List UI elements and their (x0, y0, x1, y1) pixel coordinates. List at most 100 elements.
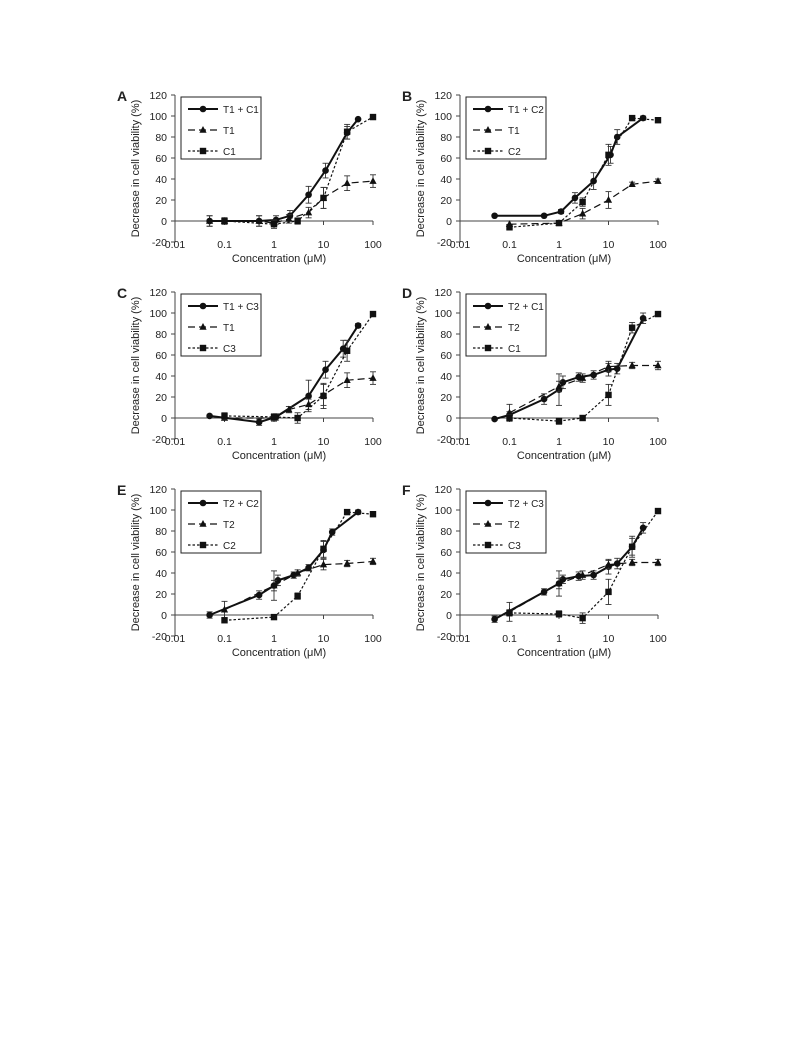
series-line (509, 180, 659, 225)
data-point-circle (354, 508, 362, 516)
data-point-triangle (555, 579, 563, 587)
x-tick-label: 0.01 (450, 239, 471, 251)
data-point-triangle (304, 208, 313, 216)
x-tick-label: 100 (364, 239, 382, 251)
data-point-triangle (369, 557, 377, 565)
data-point-square (294, 217, 301, 225)
y-tick-label: 20 (440, 392, 452, 404)
data-point-circle (540, 212, 548, 220)
x-tick-label: 100 (364, 436, 382, 448)
data-point-triangle (304, 400, 313, 408)
legend-label: T1 + C1 (223, 105, 259, 116)
data-point-square (654, 507, 662, 515)
legend-label: T1 (223, 126, 235, 137)
y-tick-label: 40 (440, 174, 452, 186)
x-tick-label: 0.01 (165, 633, 186, 645)
legend-marker-square (484, 344, 492, 352)
legend-label: C2 (223, 541, 236, 552)
y-tick-label: -20 (152, 631, 167, 643)
data-point-triangle (654, 361, 662, 369)
data-point-triangle (285, 405, 293, 413)
legend-label: T2 + C3 (508, 499, 544, 510)
y-tick-label: 60 (440, 547, 452, 559)
data-point-square (343, 128, 351, 135)
data-point-circle (206, 611, 213, 619)
data-point-triangle (505, 408, 514, 416)
legend-marker-triangle (484, 520, 492, 527)
series-2 (506, 507, 662, 624)
x-tick-label: 0.1 (502, 239, 517, 251)
data-point-circle (559, 379, 567, 386)
data-point-square (605, 588, 612, 596)
data-point-square (628, 324, 636, 331)
x-tick-label: 100 (649, 239, 667, 251)
y-tick-label: 40 (155, 371, 167, 383)
data-point-square (654, 310, 662, 318)
data-point-circle (639, 524, 647, 532)
y-tick-label: -20 (437, 631, 452, 643)
series-1 (220, 371, 377, 422)
panel-label: C (117, 285, 127, 301)
legend-box (180, 293, 262, 357)
series-line (224, 377, 374, 419)
panel-label: F (402, 482, 411, 498)
x-tick-label: 10 (603, 239, 615, 251)
legend-marker-square (199, 541, 207, 549)
x-axis-label: Concentration (μM) (517, 450, 611, 462)
data-point-triangle (294, 569, 302, 576)
y-tick-label: 100 (434, 505, 452, 517)
legend-marker-triangle (484, 126, 492, 133)
series-1 (505, 558, 662, 622)
series-line (509, 313, 659, 422)
x-tick-label: 0.01 (450, 633, 471, 645)
legend-marker-circle (199, 105, 207, 113)
x-tick-label: 100 (364, 633, 382, 645)
legend-label: T1 + C2 (508, 105, 544, 116)
legend-label: T1 + C3 (223, 302, 259, 313)
series-line (509, 117, 659, 228)
x-axis-label: Concentration (μM) (232, 450, 326, 462)
y-tick-label: 60 (440, 153, 452, 165)
legend-box (465, 490, 547, 554)
data-point-triangle (270, 581, 278, 589)
chart-panel-c: C -20 0 20 40 60 80 100 120 0.01 0.1 1 10 100 Concentr… (117, 285, 382, 462)
data-point-square (369, 113, 377, 121)
y-tick-label: 0 (161, 610, 167, 622)
legend-box (180, 96, 262, 160)
data-point-square (294, 414, 301, 422)
x-tick-label: 100 (649, 436, 667, 448)
data-point-square (506, 609, 513, 617)
data-point-triangle (343, 179, 351, 186)
data-point-square (654, 117, 662, 124)
x-axis-label: Concentration (μM) (517, 647, 611, 659)
legend-label: T2 (223, 520, 235, 531)
y-axis-label: Decrease in cell viability (%) (130, 100, 142, 238)
x-axis-label: Concentration (μM) (232, 647, 326, 659)
x-tick-label: 10 (318, 239, 330, 251)
data-point-circle (590, 571, 597, 579)
data-point-square (221, 617, 228, 624)
data-point-circle (491, 212, 498, 220)
y-axis-label: Decrease in cell viability (%) (415, 100, 427, 238)
data-point-circle (305, 191, 312, 199)
data-point-triangle (604, 362, 613, 370)
data-point-circle (557, 208, 565, 215)
x-tick-label: 1 (556, 239, 562, 251)
x-axis-label: Concentration (μM) (517, 253, 611, 265)
series-line (509, 510, 659, 619)
data-point-circle (613, 560, 621, 567)
data-point-triangle (604, 196, 613, 203)
x-tick-label: 10 (318, 436, 330, 448)
legend-marker-triangle (199, 520, 207, 527)
legend-label: T2 (508, 520, 520, 531)
series-line (224, 313, 374, 419)
data-point-square (369, 511, 377, 518)
legend-marker-square (199, 344, 207, 352)
data-point-triangle (579, 209, 587, 217)
data-point-circle (491, 415, 498, 423)
y-tick-label: 120 (434, 484, 452, 496)
data-point-circle (571, 194, 579, 202)
y-tick-label: 80 (440, 329, 452, 341)
y-tick-label: 0 (161, 413, 167, 425)
y-tick-label: 100 (149, 308, 167, 320)
